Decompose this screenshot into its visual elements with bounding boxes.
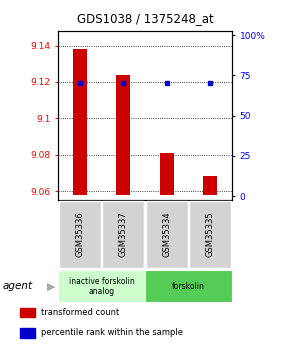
Bar <box>203 177 217 195</box>
Text: ▶: ▶ <box>46 282 55 291</box>
Bar <box>116 75 130 195</box>
Bar <box>160 153 174 195</box>
Text: GSM35336: GSM35336 <box>75 212 84 257</box>
Bar <box>20 328 35 337</box>
Bar <box>59 270 144 302</box>
Text: forskolin: forskolin <box>172 282 205 291</box>
Text: agent: agent <box>3 282 33 291</box>
Text: transformed count: transformed count <box>41 308 119 317</box>
Bar <box>145 270 231 302</box>
Bar <box>20 308 35 317</box>
Text: GSM35337: GSM35337 <box>119 212 128 257</box>
Text: percentile rank within the sample: percentile rank within the sample <box>41 328 183 337</box>
Bar <box>146 201 188 268</box>
Bar <box>73 49 87 195</box>
Text: GSM35335: GSM35335 <box>206 212 215 257</box>
Bar <box>189 201 231 268</box>
Text: GSM35334: GSM35334 <box>162 212 171 257</box>
Text: GDS1038 / 1375248_at: GDS1038 / 1375248_at <box>77 12 213 25</box>
Bar <box>59 201 101 268</box>
Text: inactive forskolin
analog: inactive forskolin analog <box>69 277 134 296</box>
Bar <box>102 201 144 268</box>
